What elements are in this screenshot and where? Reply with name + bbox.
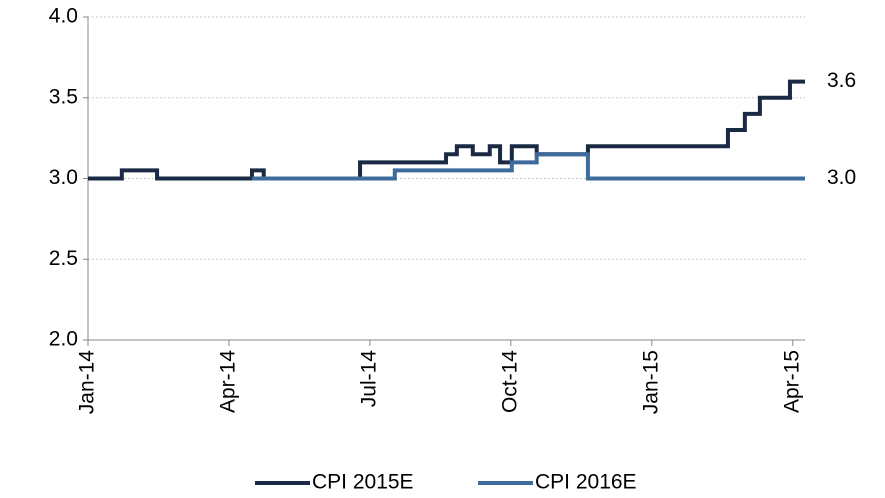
x-tick-label: Apr-15 bbox=[780, 350, 803, 413]
series-line bbox=[251, 152, 805, 181]
x-tick-label: Apr-14 bbox=[217, 350, 240, 413]
end-label: 3.0 bbox=[827, 166, 856, 189]
end-label: 3.6 bbox=[827, 69, 856, 92]
y-tick-label: 2.0 bbox=[49, 328, 78, 351]
series-line bbox=[88, 79, 805, 181]
x-tick-label: Jul-14 bbox=[357, 350, 380, 408]
x-tick-label: Oct-14 bbox=[498, 350, 521, 413]
y-tick-label: 3.0 bbox=[49, 166, 78, 189]
legend-label: CPI 2016E bbox=[535, 471, 637, 494]
y-tick-label: 4.0 bbox=[49, 5, 78, 28]
y-tick-label: 2.5 bbox=[49, 247, 78, 270]
x-tick-label: Jan-15 bbox=[639, 350, 662, 414]
legend-label: CPI 2015E bbox=[312, 471, 414, 494]
y-tick-label: 3.5 bbox=[49, 85, 78, 108]
x-tick-label: Jan-14 bbox=[76, 350, 99, 415]
